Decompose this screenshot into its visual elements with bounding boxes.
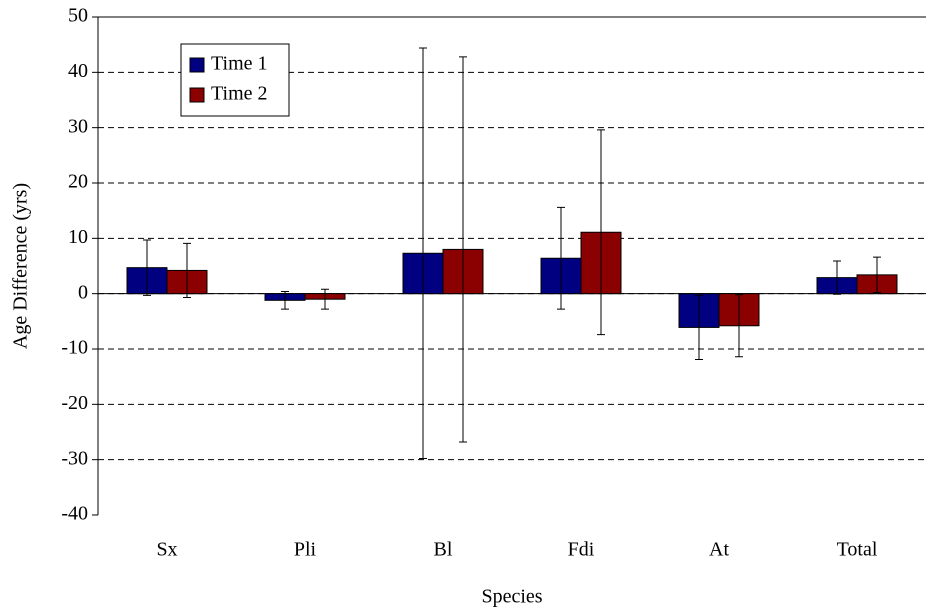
- y-tick-label: -20: [61, 392, 88, 414]
- y-tick-label: -30: [61, 447, 88, 469]
- x-tick-label: Fdi: [568, 539, 595, 561]
- legend-label: Time 2: [211, 83, 268, 105]
- error-bar: [281, 290, 289, 310]
- y-tick-label: 50: [68, 5, 88, 27]
- error-bar: [695, 294, 703, 361]
- error-bar: [735, 294, 743, 358]
- legend-box: [180, 43, 290, 117]
- y-axis-label: Age Difference (yrs): [10, 183, 32, 349]
- legend-swatch: [189, 87, 205, 103]
- y-tick-label: 40: [68, 60, 88, 82]
- x-tick-label: Bl: [434, 539, 453, 561]
- y-tick-label: 30: [68, 115, 88, 137]
- error-bar: [557, 206, 565, 310]
- x-tick-label: Total: [837, 539, 878, 561]
- y-tick-label: -10: [61, 337, 88, 359]
- y-tick-label: 10: [68, 226, 88, 248]
- error-bar: [873, 256, 881, 294]
- error-bar: [321, 288, 329, 310]
- error-bar: [183, 242, 191, 299]
- error-bar: [143, 239, 151, 296]
- x-tick-label: Pli: [294, 539, 317, 561]
- y-tick-label: 20: [68, 171, 88, 193]
- y-tick-label: 0: [78, 281, 88, 303]
- error-bar: [419, 47, 427, 460]
- x-tick-label: At: [709, 539, 729, 561]
- y-tick-label: -40: [61, 503, 88, 525]
- legend-label: Time 1: [211, 53, 268, 75]
- error-bar: [597, 129, 605, 336]
- x-axis-label: Species: [481, 586, 542, 608]
- error-bar: [833, 260, 841, 295]
- error-bar: [459, 56, 467, 443]
- legend-swatch: [189, 57, 205, 73]
- x-tick-label: Sx: [156, 539, 177, 561]
